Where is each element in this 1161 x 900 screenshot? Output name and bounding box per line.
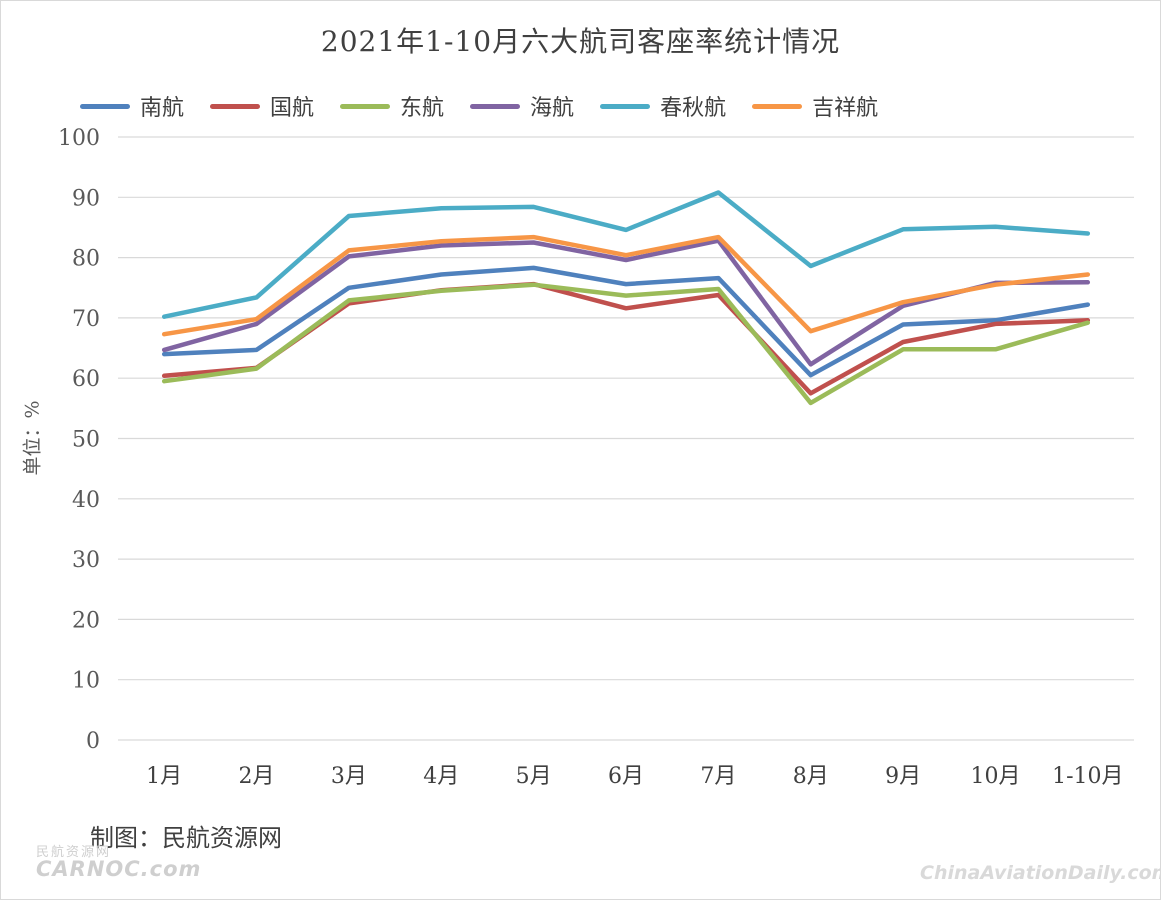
y-tick-label: 80: [72, 247, 100, 272]
y-tick-label: 40: [72, 488, 100, 513]
legend-swatch: [752, 103, 803, 109]
legend-swatch: [210, 103, 261, 109]
legend-swatch: [600, 103, 651, 109]
y-tick-label: 0: [86, 729, 100, 754]
legend-item: 国航: [210, 90, 314, 122]
chart-title: 2021年1-10月六大航司客座率统计情况: [320, 25, 841, 58]
x-tick-label: 6月: [608, 764, 644, 789]
legend-item: 吉祥航: [752, 90, 878, 122]
series-line-2: [161, 282, 1091, 406]
x-tick-label: 4月: [423, 764, 459, 789]
legend-label: 春秋航: [660, 96, 727, 121]
x-tick-label: 10月: [970, 764, 1020, 789]
y-tick-label: 10: [72, 669, 100, 694]
legend-item: 东航: [340, 90, 444, 122]
y-tick-label: 30: [72, 548, 100, 573]
y-tick-label: 70: [72, 307, 100, 332]
legend-swatch: [80, 103, 130, 109]
legend-label: 南航: [140, 96, 185, 121]
chinaaviationdaily-watermark: ChinaAviationDaily.com: [920, 862, 1161, 884]
watermark-cn-text: 民航资源网: [36, 845, 112, 860]
legend-label: 东航: [400, 96, 445, 121]
legend-item: 南航: [80, 90, 184, 122]
legend-label: 国航: [270, 96, 315, 121]
carnoc-watermark: 民航资源网 CARNOC.com: [36, 846, 201, 880]
series-line-0: [161, 265, 1091, 378]
legend-label: 吉祥航: [812, 96, 879, 121]
y-tick-label: 90: [72, 186, 100, 211]
x-tick-label: 5月: [516, 764, 552, 789]
x-tick-label: 7月: [700, 764, 736, 789]
watermark-en-text: CARNOC.com: [36, 857, 202, 881]
legend-item: 春秋航: [600, 90, 726, 122]
series-line-1: [161, 281, 1091, 396]
y-tick-label: 60: [72, 367, 100, 392]
x-tick-label: 1-10月: [1052, 764, 1123, 789]
series-line-4: [161, 190, 1091, 319]
legend-swatch: [340, 103, 391, 109]
chart-legend: 南航 国航 东航 海航 春秋航 吉祥航: [80, 90, 878, 122]
x-tick-label: 1月: [146, 764, 182, 789]
x-tick-label: 2月: [239, 764, 275, 789]
x-tick-label: 3月: [331, 764, 367, 789]
credit-text: 制图：民航资源网: [90, 824, 282, 852]
x-tick-label: 8月: [793, 764, 829, 789]
legend-label: 海航: [530, 96, 575, 121]
y-tick-label: 50: [72, 428, 100, 453]
legend-swatch: [470, 103, 521, 109]
y-tick-label: 100: [58, 126, 100, 151]
series-line-5: [161, 234, 1091, 337]
y-tick-label: 20: [72, 608, 100, 633]
legend-item: 海航: [470, 90, 574, 122]
x-tick-label: 9月: [885, 764, 921, 789]
